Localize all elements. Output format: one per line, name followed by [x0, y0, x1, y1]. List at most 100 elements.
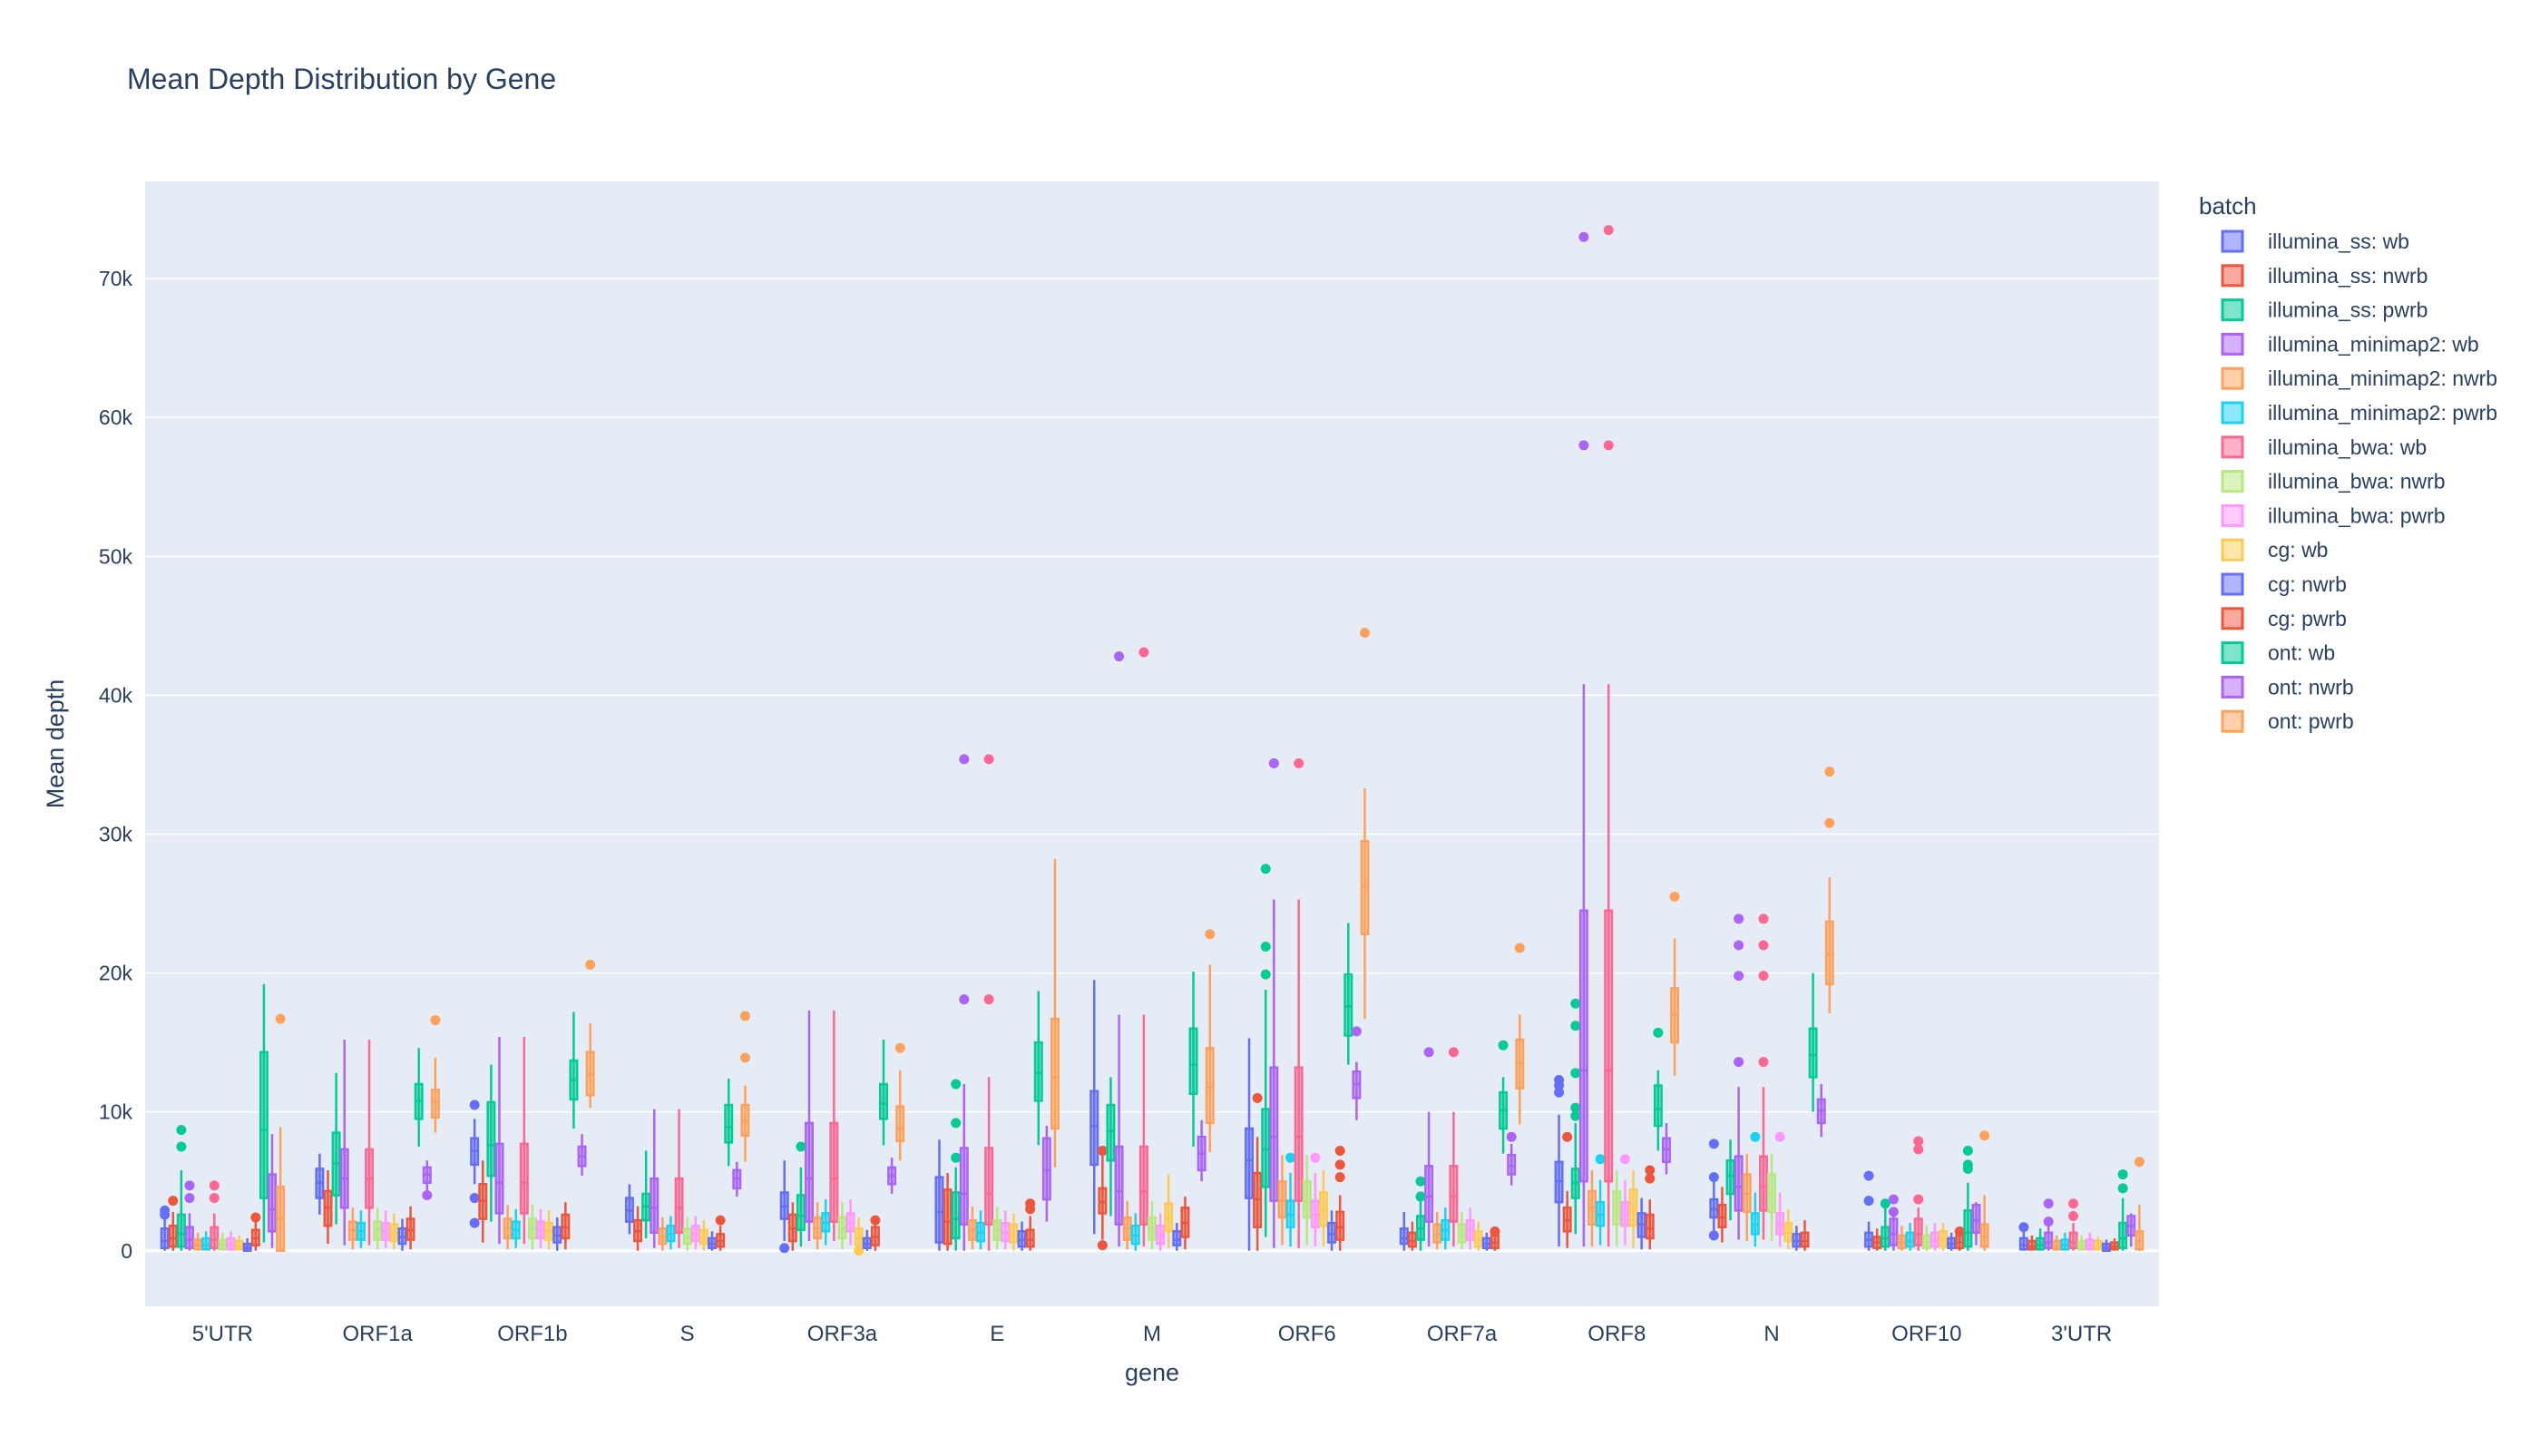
box-mark[interactable]	[259, 983, 269, 1243]
box-mark[interactable]	[1172, 1223, 1182, 1251]
box-mark[interactable]	[2126, 1213, 2136, 1247]
box-mark[interactable]	[2027, 1235, 2037, 1251]
box-mark[interactable]	[708, 1231, 717, 1251]
box-mark[interactable]	[536, 1208, 546, 1248]
box-mark[interactable]	[1457, 1211, 1467, 1250]
box-mark[interactable]	[160, 1205, 171, 1251]
box-mark[interactable]	[1588, 1169, 1597, 1247]
box-mark[interactable]	[1050, 859, 1060, 1168]
box-mark[interactable]	[1089, 980, 1099, 1235]
box-mark[interactable]	[1122, 1200, 1132, 1250]
box-mark[interactable]	[1399, 1211, 1409, 1251]
box-mark[interactable]	[414, 1048, 424, 1147]
box-mark[interactable]	[1708, 1138, 1719, 1241]
box-mark[interactable]	[242, 1237, 252, 1253]
box-mark[interactable]	[1432, 1211, 1442, 1250]
box-mark[interactable]	[430, 1015, 441, 1133]
box-mark[interactable]	[1905, 1223, 1915, 1251]
box-trace[interactable]	[242, 1197, 2111, 1253]
box-mark[interactable]	[1717, 1187, 1727, 1243]
box-mark[interactable]	[1872, 1228, 1882, 1251]
box-mark[interactable]	[1570, 998, 1581, 1235]
legend-item[interactable]: illumina_ss: nwrb	[2221, 264, 2428, 288]
box-mark[interactable]	[1595, 1154, 1606, 1246]
box-mark[interactable]	[1506, 1131, 1517, 1186]
box-mark[interactable]	[561, 1202, 571, 1250]
box-mark[interactable]	[544, 1210, 554, 1250]
box-mark[interactable]	[1041, 1125, 1051, 1222]
box-mark[interactable]	[1268, 757, 1279, 1248]
box-mark[interactable]	[234, 1235, 244, 1251]
box-mark[interactable]	[666, 1216, 676, 1250]
box-mark[interactable]	[1001, 1210, 1011, 1250]
legend-item[interactable]: illumina_bwa: pwrb	[2221, 503, 2446, 527]
box-mark[interactable]	[373, 1207, 383, 1250]
box-mark[interactable]	[1302, 1155, 1312, 1246]
box-mark[interactable]	[250, 1212, 261, 1251]
box-mark[interactable]	[552, 1217, 562, 1251]
box-mark[interactable]	[1824, 767, 1835, 1013]
box-mark[interactable]	[959, 754, 970, 1251]
box-mark[interactable]	[934, 1139, 944, 1251]
box-mark[interactable]	[1343, 923, 1353, 1065]
box-mark[interactable]	[405, 1206, 415, 1250]
box-mark[interactable]	[389, 1213, 399, 1250]
box-mark[interactable]	[1971, 1202, 1981, 1246]
legend-item[interactable]: illumina_minimap2: pwrb	[2221, 401, 2497, 425]
box-mark[interactable]	[527, 1205, 537, 1250]
box-mark[interactable]	[1645, 1165, 1656, 1250]
legend-item[interactable]: ont: nwrb	[2221, 675, 2354, 699]
box-mark[interactable]	[845, 1199, 855, 1246]
box-mark[interactable]	[1767, 1153, 1777, 1242]
legend[interactable]: illumina_ss: wb illumina_ss: nwrb illumina…	[2221, 230, 2497, 733]
box-mark[interactable]	[1554, 1074, 1565, 1247]
box-mark[interactable]	[1360, 628, 1371, 1020]
box-mark[interactable]	[658, 1217, 668, 1251]
box-mark[interactable]	[1863, 1170, 1874, 1251]
legend-item[interactable]: illumina_minimap2: nwrb	[2221, 366, 2497, 390]
box-mark[interactable]	[569, 1011, 579, 1129]
box-mark[interactable]	[2134, 1157, 2144, 1251]
box-mark[interactable]	[1148, 1200, 1157, 1250]
legend-item[interactable]: ont: wb	[2221, 641, 2335, 665]
box-mark[interactable]	[1669, 891, 1680, 1076]
box-trace[interactable]	[275, 628, 2144, 1253]
box-mark[interactable]	[779, 1160, 790, 1254]
box-mark[interactable]	[176, 1125, 187, 1251]
box-mark[interactable]	[1310, 1152, 1321, 1247]
box-mark[interactable]	[381, 1210, 391, 1248]
box-mark[interactable]	[967, 1206, 977, 1250]
box-mark[interactable]	[1808, 972, 1818, 1112]
box-mark[interactable]	[577, 1134, 587, 1177]
box-mark[interactable]	[1636, 1197, 1646, 1250]
box-mark[interactable]	[1954, 1226, 1965, 1251]
box-trace[interactable]	[226, 1131, 2095, 1251]
box-mark[interactable]	[1319, 1169, 1328, 1247]
box-mark[interactable]	[1888, 1194, 1899, 1251]
box-mark[interactable]	[315, 1153, 325, 1215]
box-mark[interactable]	[226, 1231, 236, 1251]
box-mark[interactable]	[1783, 1208, 1793, 1250]
box-mark[interactable]	[894, 1042, 905, 1161]
box-mark[interactable]	[519, 1037, 529, 1245]
box-mark[interactable]	[478, 1160, 488, 1243]
legend-item[interactable]: illumina_bwa: wb	[2221, 435, 2427, 459]
box-mark[interactable]	[1285, 1152, 1296, 1247]
box-mark[interactable]	[1009, 1213, 1019, 1251]
box-mark[interactable]	[1750, 1131, 1761, 1247]
box-trace[interactable]	[184, 231, 2054, 1251]
box-trace[interactable]	[160, 980, 2029, 1254]
box-trace[interactable]	[234, 1169, 2103, 1256]
box-mark[interactable]	[323, 1169, 333, 1245]
box-mark[interactable]	[2060, 1232, 2070, 1251]
box-mark[interactable]	[339, 1040, 349, 1246]
box-mark[interactable]	[1448, 1047, 1459, 1247]
box-mark[interactable]	[1351, 1026, 1362, 1120]
box-mark[interactable]	[1578, 231, 1589, 1247]
box-mark[interactable]	[397, 1218, 407, 1251]
box-mark[interactable]	[1612, 1169, 1622, 1247]
box-mark[interactable]	[805, 1010, 815, 1242]
box-mark[interactable]	[201, 1231, 211, 1251]
box-mark[interactable]	[624, 1184, 634, 1235]
box-mark[interactable]	[184, 1180, 195, 1251]
